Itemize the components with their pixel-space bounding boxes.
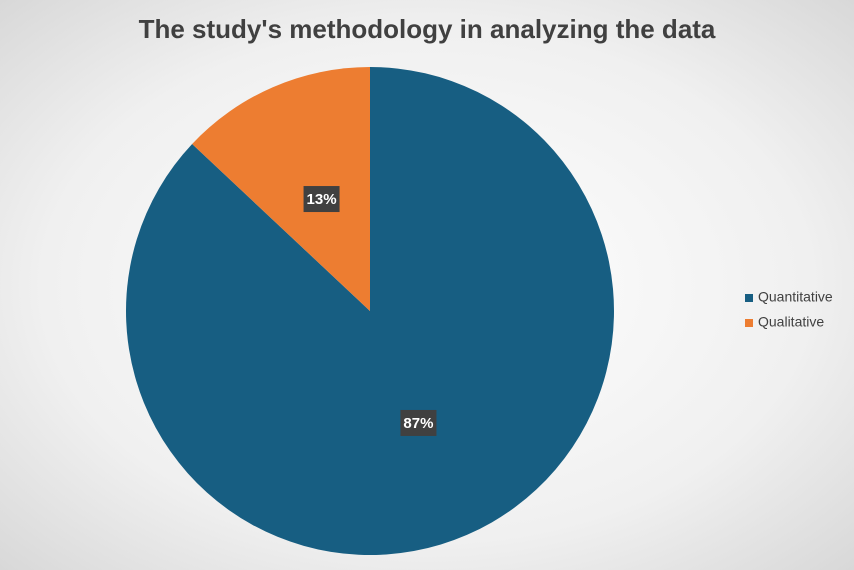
legend-swatch	[745, 294, 753, 302]
pie-slice	[125, 67, 614, 555]
data-label-box	[400, 409, 437, 436]
data-label: 87%	[403, 415, 433, 432]
data-label-box	[303, 186, 340, 213]
chart-title: The study's methodology in analyzing the…	[139, 14, 716, 44]
pie-slice	[192, 67, 370, 311]
legend-label: Qualitative	[758, 314, 824, 330]
legend-swatch	[745, 319, 753, 327]
legend-label: Quantitative	[758, 289, 833, 305]
data-label: 13%	[307, 191, 337, 208]
